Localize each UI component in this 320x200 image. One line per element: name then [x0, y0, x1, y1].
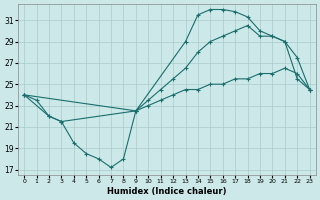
X-axis label: Humidex (Indice chaleur): Humidex (Indice chaleur) — [107, 187, 227, 196]
